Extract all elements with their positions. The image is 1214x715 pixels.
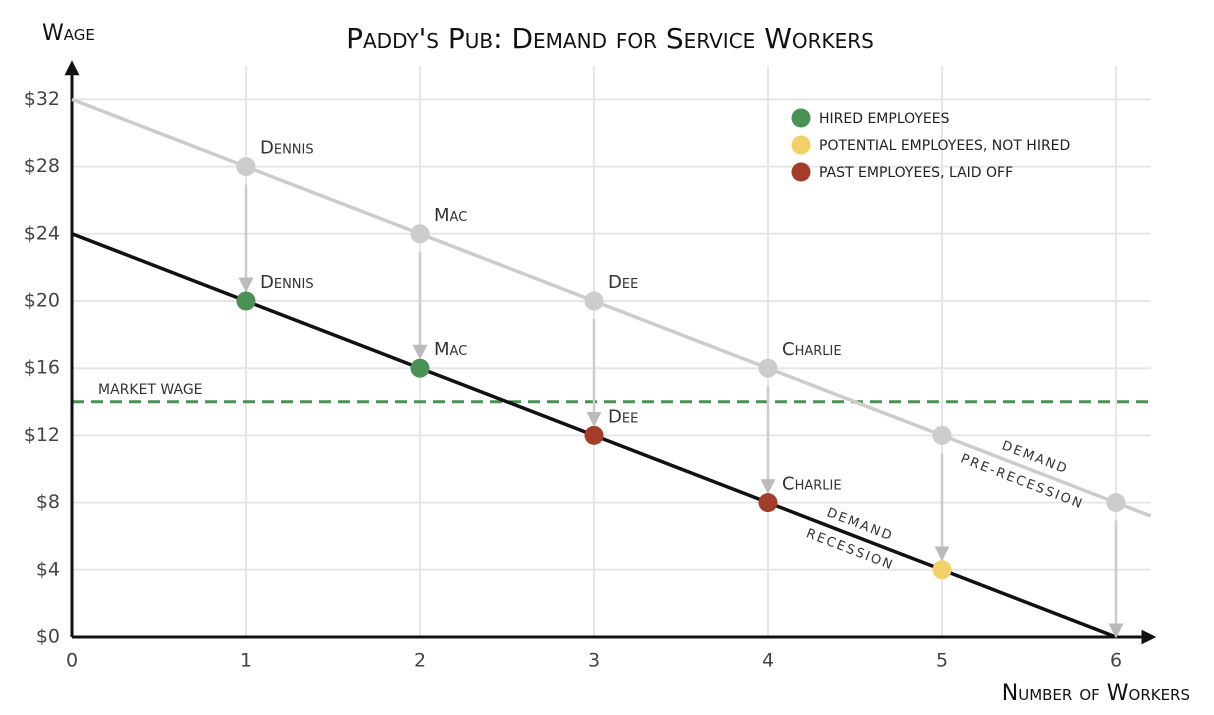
y-tick-label: $20 bbox=[24, 290, 60, 312]
legend-swatch bbox=[791, 108, 811, 128]
legend-swatch bbox=[791, 162, 811, 182]
worker-before bbox=[758, 358, 778, 378]
market-wage-label: market wage bbox=[98, 382, 203, 398]
worker-before bbox=[410, 224, 430, 244]
y-tick-label: $32 bbox=[24, 88, 60, 110]
x-tick-label: 1 bbox=[240, 650, 252, 672]
legend-label: Hired employees bbox=[819, 111, 950, 127]
worker-after bbox=[236, 291, 256, 311]
worker-label-before: Charlie bbox=[782, 339, 842, 360]
legend-label: Past employees, laid off bbox=[819, 165, 1013, 181]
x-tick-label: 3 bbox=[588, 650, 600, 672]
worker-after bbox=[758, 493, 778, 513]
y-tick-label: $8 bbox=[36, 491, 60, 513]
worker-label-after: Mac bbox=[434, 339, 467, 360]
worker-label-after: Dennis bbox=[260, 272, 314, 293]
x-tick-label: 5 bbox=[936, 650, 948, 672]
x-tick-label: 0 bbox=[66, 650, 78, 672]
worker-label-before: Dennis bbox=[260, 138, 314, 159]
legend-swatch bbox=[791, 135, 811, 155]
x-tick-label: 2 bbox=[414, 650, 426, 672]
x-tick-label: 6 bbox=[1110, 650, 1122, 672]
y-tick-label: $28 bbox=[24, 155, 60, 177]
worker-before bbox=[584, 291, 604, 311]
worker-label-after: Dee bbox=[608, 406, 638, 427]
y-tick-label: $12 bbox=[24, 424, 60, 446]
y-tick-label: $24 bbox=[24, 222, 60, 244]
y-tick-label: $0 bbox=[36, 626, 60, 648]
worker-before bbox=[236, 157, 256, 177]
worker-after bbox=[584, 425, 604, 445]
x-tick-label: 4 bbox=[762, 650, 774, 672]
worker-label-before: Mac bbox=[434, 205, 467, 226]
worker-label-after: Charlie bbox=[782, 474, 842, 495]
worker-before bbox=[932, 425, 952, 445]
demand-line bbox=[71, 97, 1152, 518]
worker-after bbox=[410, 358, 430, 378]
worker-before bbox=[1106, 493, 1126, 513]
y-tick-label: $4 bbox=[36, 558, 60, 580]
worker-after bbox=[932, 560, 952, 580]
y-tick-label: $16 bbox=[24, 357, 60, 379]
legend-label: Potential employees, not hired bbox=[819, 138, 1070, 154]
chart-title: Paddy's Pub: Demand for Service Workers bbox=[346, 22, 874, 55]
x-axis-label: Number of Workers bbox=[1002, 681, 1190, 706]
y-axis-label: Wage bbox=[42, 21, 95, 46]
worker-label-before: Dee bbox=[608, 272, 638, 293]
